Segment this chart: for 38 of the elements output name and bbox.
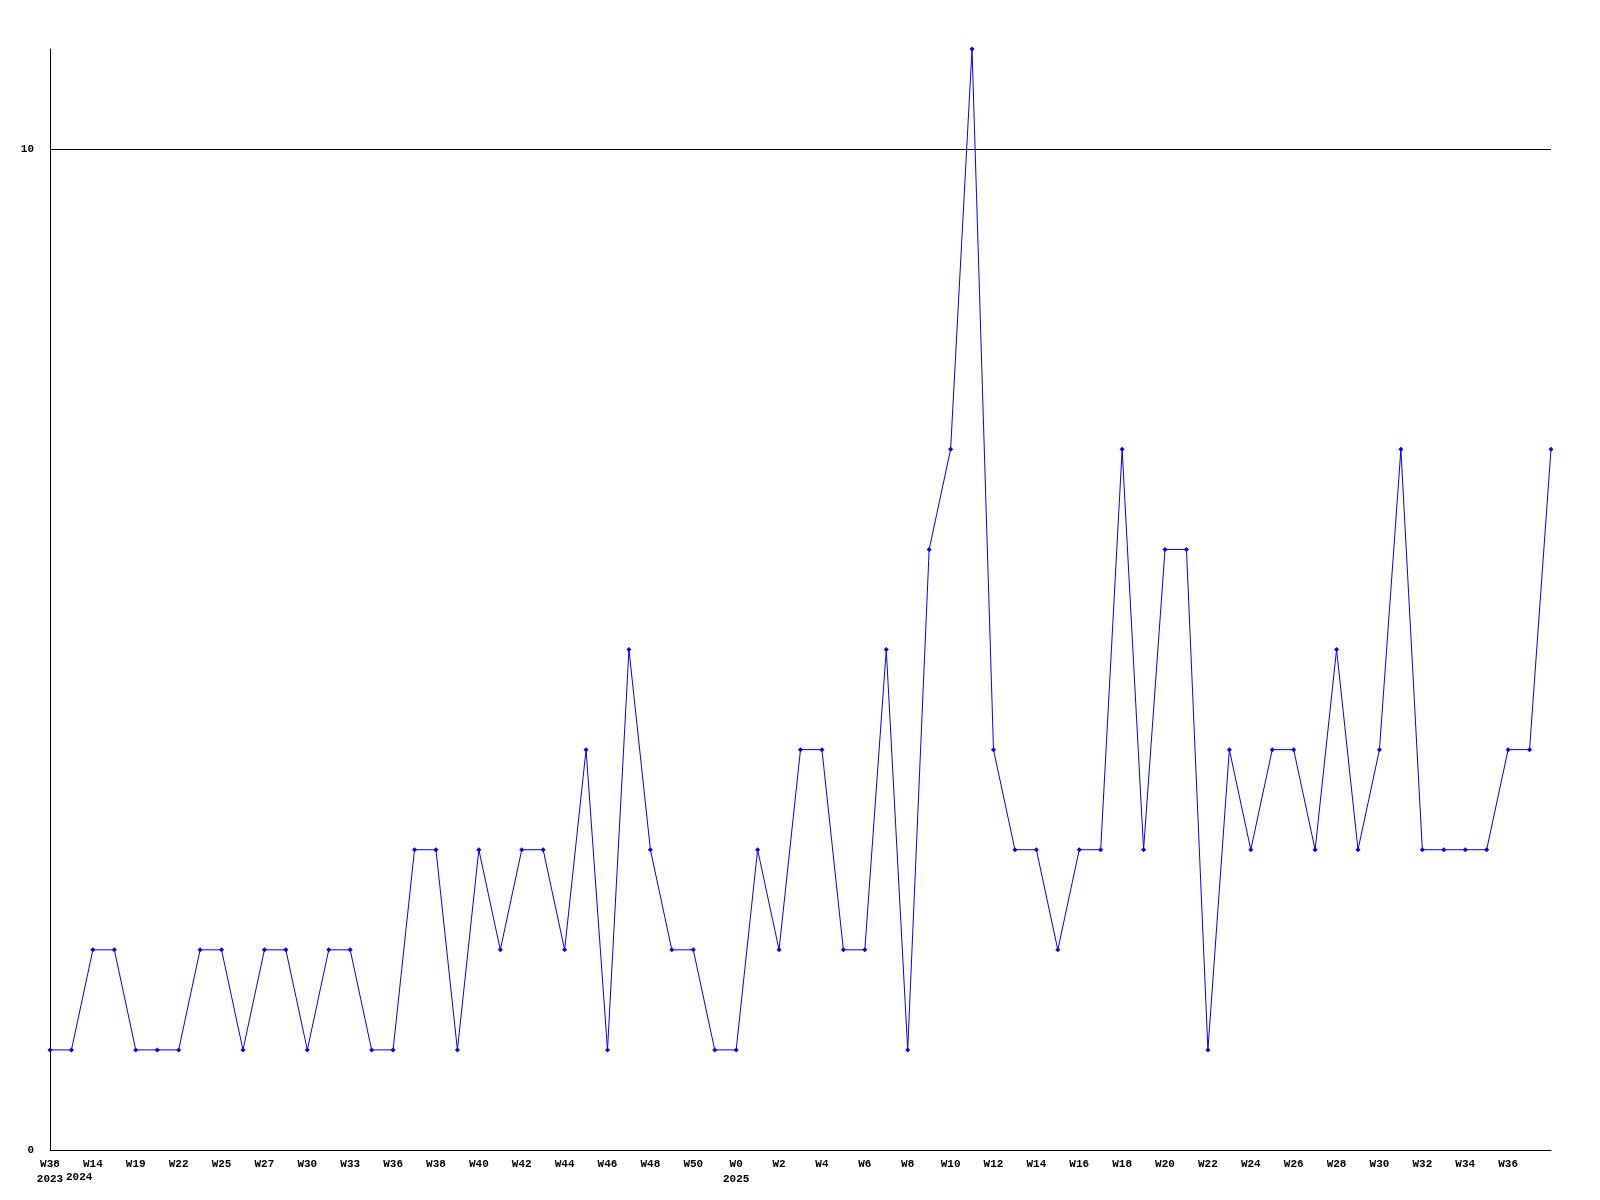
x-tick-label: W28 — [1326, 1157, 1347, 1170]
y-tick-label: 10 — [20, 143, 34, 156]
x-tick-label: W32 — [1412, 1157, 1433, 1170]
x-tick-label: W30 — [297, 1157, 318, 1170]
text: 2024 — [66, 1170, 93, 1183]
x-tick-label: W6 — [858, 1157, 872, 1170]
x-tick-label: W34 — [1455, 1157, 1476, 1170]
x-tick-label: W38 — [426, 1157, 447, 1170]
x-tick-label: W18 — [1112, 1157, 1133, 1170]
x-tick-label: W30 — [1369, 1157, 1390, 1170]
x-tick-label: W16 — [1069, 1157, 1090, 1170]
x-tick-label: W36 — [383, 1157, 403, 1170]
x-tick-label: W14 — [1026, 1157, 1047, 1170]
x-tick-label: W19 — [125, 1157, 146, 1170]
x-tick-label: W36 — [1498, 1157, 1519, 1170]
x-tick-label: W25 — [211, 1157, 232, 1170]
x-tick-label: W4 — [815, 1157, 829, 1170]
x-tick-label: W22 — [1198, 1157, 1218, 1170]
x-tick-label: W0 2025 — [722, 1157, 750, 1185]
x-tick-label: W22 — [168, 1157, 189, 1170]
x-tick-label: W40 — [468, 1157, 489, 1170]
x-tick-label: W14 — [82, 1157, 104, 1170]
x-tick-label: W26 — [1283, 1157, 1304, 1170]
x-tick-label: W44 — [554, 1157, 575, 1170]
x-tick-label: W27 — [254, 1157, 275, 1170]
x-tick-label: W42 — [511, 1157, 532, 1170]
x-tick-label: W24 — [1240, 1157, 1262, 1170]
x-tick-label: W38 2023 — [36, 1157, 64, 1185]
x-tick-label: W46 — [597, 1157, 618, 1170]
x-tick-label: W2 — [772, 1157, 786, 1170]
x-tick-label: W8 — [901, 1157, 915, 1170]
y-tick-label: 0 — [27, 1144, 34, 1156]
x-tick-label: W12 — [983, 1157, 1004, 1170]
x-tick-label: W20 — [1155, 1157, 1175, 1170]
x-tick-label: W50 — [683, 1157, 704, 1170]
x-tick-label: W10 — [940, 1157, 961, 1170]
x-tick-label: W48 — [640, 1157, 661, 1170]
x-tick-label: W33 — [340, 1157, 361, 1170]
